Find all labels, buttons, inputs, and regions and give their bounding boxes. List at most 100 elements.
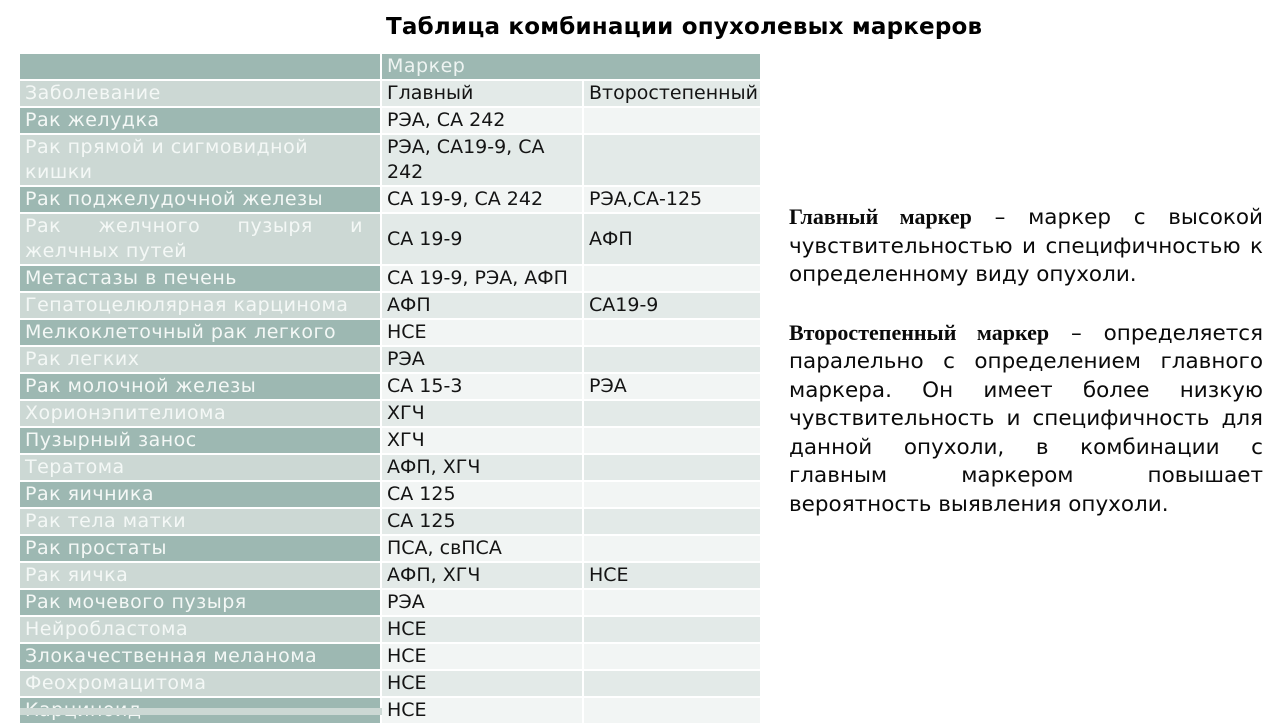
- secondary-marker-cell: [584, 266, 760, 291]
- note-primary-dash: –: [994, 205, 1006, 230]
- disease-cell: Рак молочной железы: [20, 374, 380, 399]
- secondary-marker-cell: [584, 617, 760, 642]
- table-row: Рак желчного пузыря и желчных путей СА 19…: [20, 214, 760, 264]
- table-row: Рак простаты ПСА, свПСА: [20, 536, 760, 561]
- disease-column-header: Заболевание: [20, 81, 380, 106]
- note-secondary-dash: –: [1071, 320, 1082, 346]
- table-row: Гепатоцелюлярная карцинома АФП СА19-9: [20, 293, 760, 318]
- disease-cell: Хорионэпителиома: [20, 401, 380, 426]
- disease-cell: Рак яичника: [20, 482, 380, 507]
- table-row: Рак молочной железы СА 15-3 РЭА: [20, 374, 760, 399]
- disease-cell: Рак легких: [20, 347, 380, 372]
- secondary-marker-cell: [584, 347, 760, 372]
- primary-marker-cell: РЭА, СА 242: [382, 108, 582, 133]
- primary-marker-cell: СА 19-9, СА 242: [382, 187, 582, 212]
- disease-cell: Рак желчного пузыря и желчных путей: [20, 214, 380, 264]
- disease-cell: Рак простаты: [20, 536, 380, 561]
- table-row: Метастазы в печень СА 19-9, РЭА, АФП: [20, 266, 760, 291]
- note-secondary-marker: Второстепенный маркер – определяется пар…: [789, 319, 1263, 520]
- disease-cell: Рак яичка: [20, 563, 380, 588]
- secondary-marker-cell: [584, 135, 760, 185]
- secondary-marker-cell: СА19-9: [584, 293, 760, 318]
- primary-marker-cell: СА 19-9: [382, 214, 582, 264]
- secondary-column-header: Второстепенный: [584, 81, 760, 106]
- primary-marker-cell: РЭА: [382, 347, 582, 372]
- table-row: Рак яичка АФП, ХГЧ НСЕ: [20, 563, 760, 588]
- secondary-marker-cell: [584, 536, 760, 561]
- corner-cell: [20, 54, 380, 79]
- disease-label: Феохромацитома: [25, 672, 207, 694]
- secondary-marker-cell: РЭА,СА-125: [584, 187, 760, 212]
- disease-cell: Тератома: [20, 455, 380, 480]
- note-primary-body: маркер с высокой чувствительностью и спе…: [789, 205, 1263, 287]
- table-row: Пузырный занос ХГЧ: [20, 428, 760, 453]
- disease-label: Рак поджелудочной железы: [25, 188, 324, 210]
- disease-label: Рак мочевого пузыря: [25, 591, 247, 613]
- table-row: Тератома АФП, ХГЧ: [20, 455, 760, 480]
- primary-marker-cell: НСЕ: [382, 644, 582, 669]
- table-row: Хорионэпителиома ХГЧ: [20, 401, 760, 426]
- secondary-marker-cell: НСЕ: [584, 563, 760, 588]
- secondary-marker-cell: [584, 644, 760, 669]
- table-bottom-edge: [20, 708, 382, 715]
- tumor-markers-table: Маркер Заболевание Главный Второстепенны…: [18, 52, 762, 725]
- disease-cell: Пузырный занос: [20, 428, 380, 453]
- primary-marker-cell: НСЕ: [382, 320, 582, 345]
- disease-label: Метастазы в печень: [25, 267, 237, 289]
- secondary-marker-cell: [584, 482, 760, 507]
- disease-cell: Рак желудка: [20, 108, 380, 133]
- secondary-marker-cell: [584, 698, 760, 723]
- disease-label: Злокачественная меланома: [25, 645, 318, 667]
- disease-label: Гепатоцелюлярная карцинома: [25, 294, 349, 316]
- secondary-marker-cell: [584, 590, 760, 615]
- disease-label: Рак тела матки: [25, 510, 187, 532]
- disease-cell: Злокачественная меланома: [20, 644, 380, 669]
- disease-label: Нейробластома: [25, 618, 189, 640]
- secondary-marker-cell: [584, 401, 760, 426]
- page-title: Таблица комбинации опухолевых маркеров: [386, 14, 983, 40]
- primary-marker-cell: НСЕ: [382, 698, 582, 723]
- table-row-column-headers: Заболевание Главный Второстепенный: [20, 81, 760, 106]
- disease-label: Рак яичка: [25, 564, 129, 586]
- secondary-marker-cell: [584, 320, 760, 345]
- note-primary-marker: Главный маркер – маркер с высокой чувств…: [789, 203, 1263, 290]
- disease-label: Пузырный занос: [25, 429, 197, 451]
- disease-label: Рак желчного пузыря и желчных путей: [25, 215, 363, 262]
- primary-marker-cell: ХГЧ: [382, 401, 582, 426]
- table-row: Рак яичника СА 125: [20, 482, 760, 507]
- disease-cell: Рак прямой и сигмовидной кишки: [20, 135, 380, 185]
- secondary-marker-cell: [584, 108, 760, 133]
- table-row: Рак прямой и сигмовидной кишки РЭА, СА19-…: [20, 135, 760, 185]
- disease-label: Рак желудка: [25, 109, 160, 131]
- disease-cell: Гепатоцелюлярная карцинома: [20, 293, 380, 318]
- secondary-marker-cell: [584, 428, 760, 453]
- primary-marker-cell: СА 125: [382, 509, 582, 534]
- notes-panel: Главный маркер – маркер с высокой чувств…: [789, 203, 1263, 548]
- primary-marker-cell: СА 15-3: [382, 374, 582, 399]
- disease-cell: Рак поджелудочной железы: [20, 187, 380, 212]
- disease-label: Рак молочной железы: [25, 375, 257, 397]
- primary-marker-cell: НСЕ: [382, 671, 582, 696]
- table-row: Рак желудка РЭА, СА 242: [20, 108, 760, 133]
- table-row: Феохромацитома НСЕ: [20, 671, 760, 696]
- disease-cell: Метастазы в печень: [20, 266, 380, 291]
- disease-label: Рак яичника: [25, 483, 155, 505]
- table-row-marker-header: Маркер: [20, 54, 760, 79]
- disease-label: Мелкоклеточный рак легкого: [25, 321, 337, 343]
- table-row: Злокачественная меланома НСЕ: [20, 644, 760, 669]
- disease-label: Рак легких: [25, 348, 140, 370]
- disease-cell: Феохромацитома: [20, 671, 380, 696]
- disease-label: Хорионэпителиома: [25, 402, 227, 424]
- table-row: Рак мочевого пузыря РЭА: [20, 590, 760, 615]
- table-row: Рак тела матки СА 125: [20, 509, 760, 534]
- secondary-marker-cell: [584, 671, 760, 696]
- primary-marker-cell: НСЕ: [382, 617, 582, 642]
- table-row: Рак легких РЭА: [20, 347, 760, 372]
- marker-group-header: Маркер: [382, 54, 760, 79]
- table-body: Рак желудка РЭА, СА 242 Рак прямой и сигмо…: [20, 108, 760, 723]
- disease-cell: Рак мочевого пузыря: [20, 590, 380, 615]
- primary-marker-cell: ПСА, свПСА: [382, 536, 582, 561]
- disease-cell: Мелкоклеточный рак легкого: [20, 320, 380, 345]
- disease-label: Рак прямой и сигмовидной кишки: [25, 136, 309, 183]
- primary-column-header: Главный: [382, 81, 582, 106]
